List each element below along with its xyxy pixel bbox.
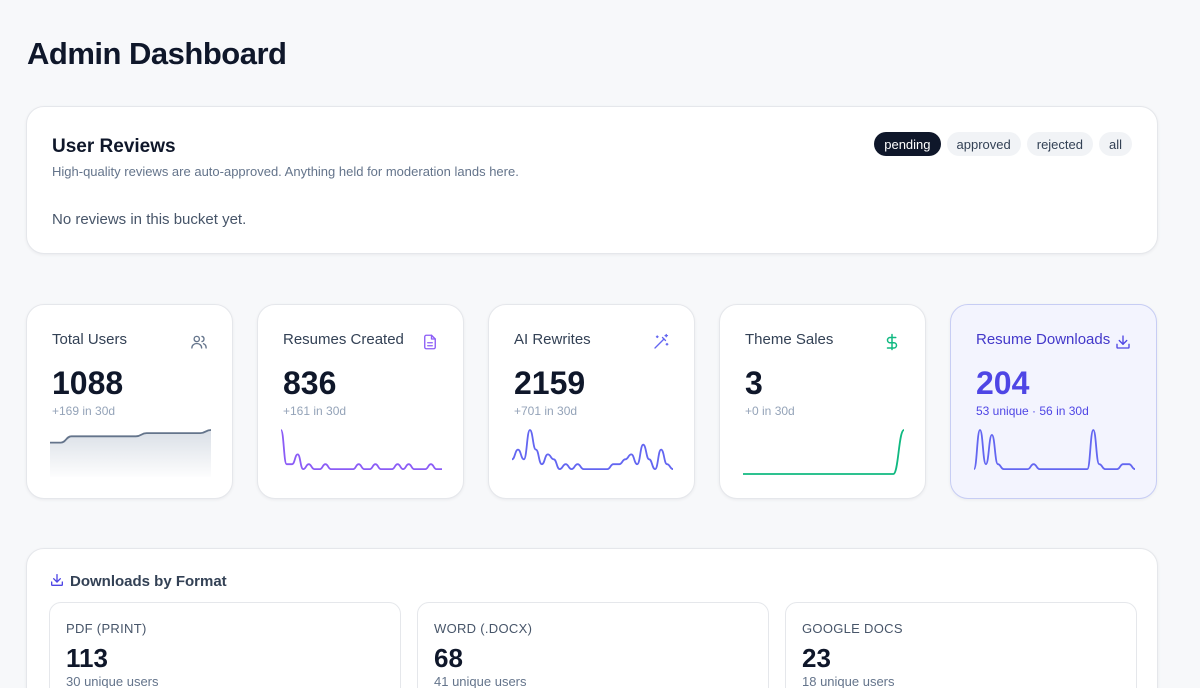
format-label: GOOGLE DOCS <box>802 621 903 636</box>
stat-value: 3 <box>745 365 763 401</box>
sparkline-line <box>974 430 1135 469</box>
sparkline-chart <box>743 427 904 477</box>
format-card-pdf: PDF (PRINT) 113 30 unique users <box>49 602 401 688</box>
format-value: 68 <box>434 643 463 673</box>
sparkline-area <box>50 430 211 477</box>
document-icon <box>424 334 436 350</box>
stat-card-resume-downloads: Resume Downloads 204 53 unique · 56 in 3… <box>950 304 1157 499</box>
stat-value: 836 <box>283 365 337 401</box>
format-unique-users: 30 unique users <box>66 674 159 688</box>
stat-value: 2159 <box>514 365 586 401</box>
stat-delta: +169 in 30d <box>52 404 116 418</box>
format-card-word: WORD (.DOCX) 68 41 unique users <box>417 602 769 688</box>
sparkline-chart <box>281 427 442 477</box>
dollar-icon <box>886 333 898 351</box>
stat-value: 204 <box>976 365 1030 401</box>
stat-card-resumes-created: Resumes Created 836 +161 in 30d <box>257 304 464 499</box>
stat-value: 1088 <box>52 365 124 401</box>
stat-delta: +0 in 30d <box>745 404 795 418</box>
format-label: PDF (PRINT) <box>66 621 147 636</box>
formats-title: Downloads by Format <box>70 573 227 590</box>
page-title: Admin Dashboard <box>27 36 287 71</box>
magic-wand-icon <box>654 333 669 349</box>
filter-pending[interactable]: pending <box>874 132 941 156</box>
stat-card-theme-sales: Theme Sales 3 +0 in 30d <box>719 304 926 499</box>
sparkline-line <box>512 430 673 469</box>
downloads-by-format-card: Downloads by Format PDF (PRINT) 113 30 u… <box>26 548 1158 688</box>
user-reviews-card: User Reviews High-quality reviews are au… <box>26 106 1158 254</box>
stat-delta: +701 in 30d <box>514 404 578 418</box>
stat-delta: +161 in 30d <box>283 404 347 418</box>
format-value: 113 <box>66 643 108 673</box>
review-filter-tabs: pending approved rejected all <box>874 132 1132 156</box>
stat-card-total-users: Total Users 1088 +169 in 30d <box>26 304 233 499</box>
sparkline-chart <box>512 427 673 477</box>
stat-label: Theme Sales <box>745 331 834 348</box>
format-label: WORD (.DOCX) <box>434 621 533 636</box>
sparkline-chart <box>50 427 211 477</box>
format-unique-users: 18 unique users <box>802 674 895 688</box>
sparkline-chart <box>974 427 1135 477</box>
filter-all[interactable]: all <box>1098 132 1132 156</box>
stat-label: Total Users <box>52 331 128 348</box>
stat-card-ai-rewrites: AI Rewrites 2159 +701 in 30d <box>488 304 695 499</box>
stat-label: AI Rewrites <box>514 331 591 348</box>
sparkline-line <box>281 430 442 469</box>
format-value: 23 <box>802 643 831 673</box>
users-icon <box>191 335 207 349</box>
reviews-empty-state: No reviews in this bucket yet. <box>52 211 247 228</box>
stat-label: Resumes Created <box>283 331 404 348</box>
download-icon <box>1116 335 1130 349</box>
stat-label: Resume Downloads <box>976 331 1111 348</box>
stat-delta: 53 unique · 56 in 30d <box>976 404 1089 418</box>
download-icon <box>51 574 63 586</box>
reviews-title: User Reviews <box>52 136 176 157</box>
filter-rejected[interactable]: rejected <box>1026 132 1093 156</box>
format-card-google-docs: GOOGLE DOCS 23 18 unique users <box>785 602 1137 688</box>
sparkline-line <box>50 430 211 443</box>
format-unique-users: 41 unique users <box>434 674 527 688</box>
filter-approved[interactable]: approved <box>946 132 1021 156</box>
sparkline-line <box>743 430 904 474</box>
reviews-subtitle: High-quality reviews are auto-approved. … <box>52 164 519 179</box>
